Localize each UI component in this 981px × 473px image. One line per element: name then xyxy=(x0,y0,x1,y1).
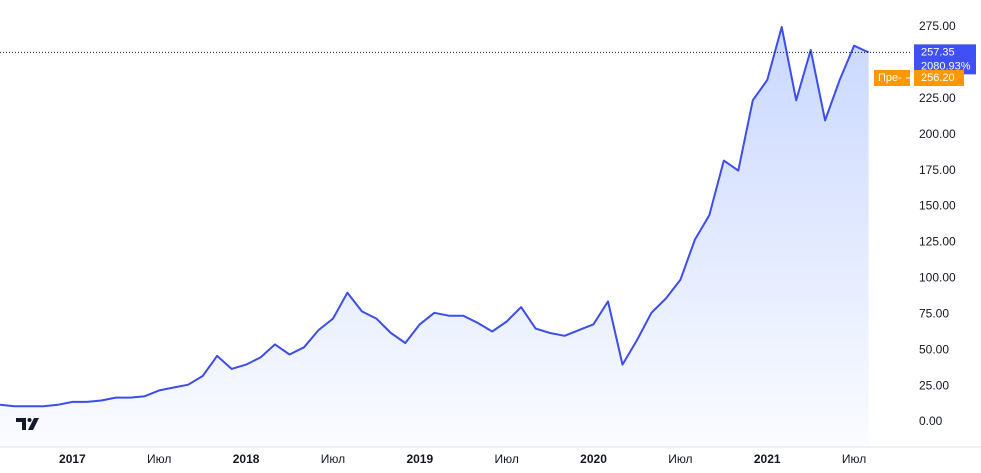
x-tick-label: Июл xyxy=(147,452,171,466)
y-tick-label: 150.00 xyxy=(919,199,956,213)
x-tick-label: Июл xyxy=(321,452,345,466)
y-tick-label: 225.00 xyxy=(919,91,956,105)
premarket-price-label: 256.20 xyxy=(921,72,955,84)
y-tick-label: 75.00 xyxy=(919,306,949,320)
price-line xyxy=(0,26,870,408)
x-tick-label: Июл xyxy=(668,452,692,466)
x-tick-label: 2020 xyxy=(580,452,607,466)
premarket-tag-bg xyxy=(874,70,910,87)
premarket-price-tag xyxy=(914,70,964,87)
x-tick-label: 2019 xyxy=(406,452,433,466)
y-tick-label: 50.00 xyxy=(919,342,949,356)
x-tick-label: 2021 xyxy=(754,452,781,466)
y-tick-label: 25.00 xyxy=(919,378,949,392)
last-price-tag xyxy=(914,44,976,75)
x-tick-label: Июл xyxy=(494,452,518,466)
x-tick-label: 2017 xyxy=(59,452,86,466)
last-price-label: 257.35 xyxy=(921,46,955,58)
y-tick-label: 200.00 xyxy=(919,127,956,141)
y-tick-label: 0.00 xyxy=(919,414,943,428)
y-tick-label: 125.00 xyxy=(919,235,956,249)
y-tick-label: 100.00 xyxy=(919,271,956,285)
premarket-label: Пре- xyxy=(878,72,902,84)
area-fill xyxy=(0,27,869,447)
x-tick-label: 2018 xyxy=(233,452,260,466)
last-change-label: 2080.93% xyxy=(921,60,971,72)
x-tick-label: Июл xyxy=(842,452,866,466)
y-tick-label: 275.00 xyxy=(919,19,956,33)
y-tick-label: 175.00 xyxy=(919,163,956,177)
